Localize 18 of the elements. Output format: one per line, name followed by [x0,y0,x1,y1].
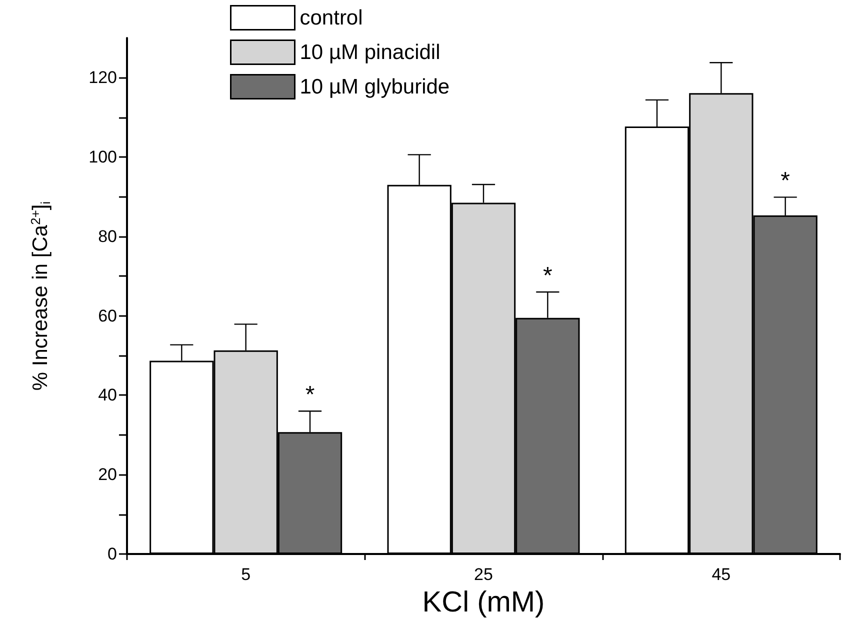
x-tick-label: 25 [474,565,493,584]
y-tick-label: 100 [88,148,117,167]
y-axis-title: % Increase in [Ca2+]i [28,201,53,391]
y-tick-label: 60 [98,306,117,326]
y-tick-label: 120 [88,68,117,88]
annotation: * [780,168,790,195]
legend-label: control [300,6,363,30]
annotation: * [543,262,552,290]
x-tick-label: 5 [241,565,251,584]
legend-label: 10 µM pinacidil [300,40,440,64]
x-tick-label: 45 [712,565,731,584]
y-tick-label: 80 [98,226,117,246]
legend-label: 10 µM glyburide [300,75,450,98]
x-axis-title: KCl (mM) [422,586,545,618]
annotation: * [305,382,315,409]
y-tick-label: 0 [108,544,117,564]
y-tick-label: 20 [98,465,117,484]
y-tick-label: 40 [98,386,117,405]
